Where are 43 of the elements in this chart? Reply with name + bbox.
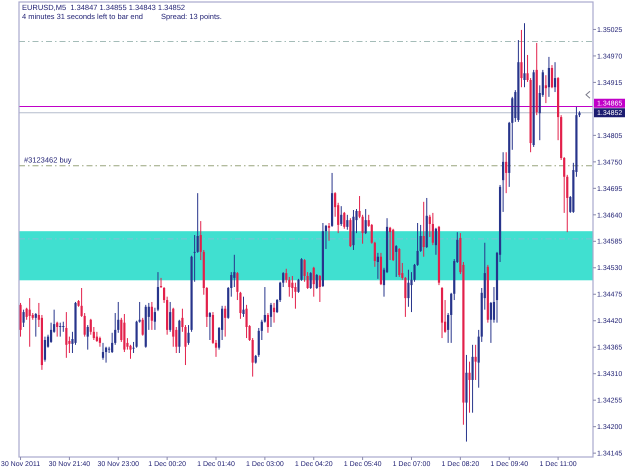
- candlestick: [160, 277, 162, 288]
- candlestick: [28, 298, 31, 348]
- candlestick: [490, 301, 492, 344]
- candlestick: [432, 212, 434, 246]
- candlestick: [318, 274, 321, 302]
- candlestick: [102, 342, 104, 360]
- candlestick: [62, 321, 64, 332]
- candlestick: [142, 317, 144, 336]
- candlestick: [364, 208, 367, 235]
- candlestick: [328, 222, 330, 242]
- candlestick: [550, 64, 554, 89]
- candlestick: [34, 312, 37, 338]
- candlestick: [310, 272, 312, 290]
- candlestick: [471, 344, 474, 414]
- candlestick: [312, 266, 315, 298]
- candlestick: [59, 322, 62, 338]
- candlestick: [376, 252, 379, 280]
- candlestick: [104, 346, 108, 364]
- candlestick: [44, 336, 46, 362]
- candlestick: [346, 214, 348, 230]
- candlestick: [422, 201, 425, 258]
- candlestick: [343, 211, 346, 230]
- candlestick: [56, 321, 58, 338]
- candlestick: [270, 302, 272, 328]
- candlestick: [86, 324, 89, 350]
- candlestick: [224, 305, 226, 338]
- candlestick: [520, 29, 523, 88]
- candlestick: [245, 304, 248, 339]
- candlestick: [340, 206, 342, 226]
- candlestick: [169, 301, 172, 332]
- candlestick: [316, 274, 318, 290]
- candlestick: [242, 296, 245, 318]
- candlestick: [272, 302, 276, 324]
- candlestick: [468, 361, 471, 414]
- candlestick: [548, 56, 550, 98]
- candlestick: [266, 312, 270, 334]
- candlestick: [22, 309, 25, 328]
- candlestick: [96, 331, 98, 342]
- candlestick: [395, 244, 398, 278]
- candlestick: [98, 336, 102, 348]
- candlestick: [65, 312, 68, 358]
- candlestick: [505, 152, 508, 194]
- candlestick: [208, 312, 211, 340]
